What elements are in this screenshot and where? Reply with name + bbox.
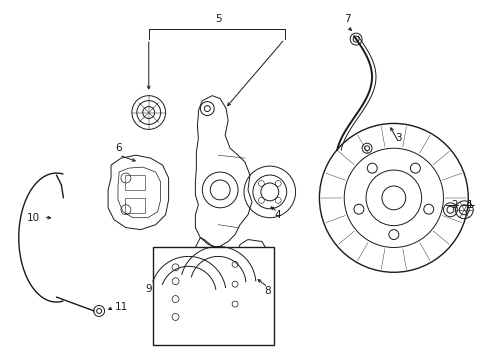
Text: 11: 11	[114, 302, 127, 312]
Text: 10: 10	[27, 213, 40, 223]
Text: 1: 1	[466, 200, 472, 210]
Text: 3: 3	[395, 133, 401, 143]
Bar	[124, 175, 144, 190]
Text: 9: 9	[145, 284, 152, 294]
Bar	[152, 247, 273, 345]
Text: 8: 8	[264, 286, 270, 296]
Text: 5: 5	[214, 14, 221, 24]
Bar	[124, 198, 144, 213]
Text: 2: 2	[450, 200, 457, 210]
Text: 4: 4	[274, 210, 281, 220]
Text: 7: 7	[343, 14, 350, 24]
Text: 6: 6	[116, 143, 122, 153]
